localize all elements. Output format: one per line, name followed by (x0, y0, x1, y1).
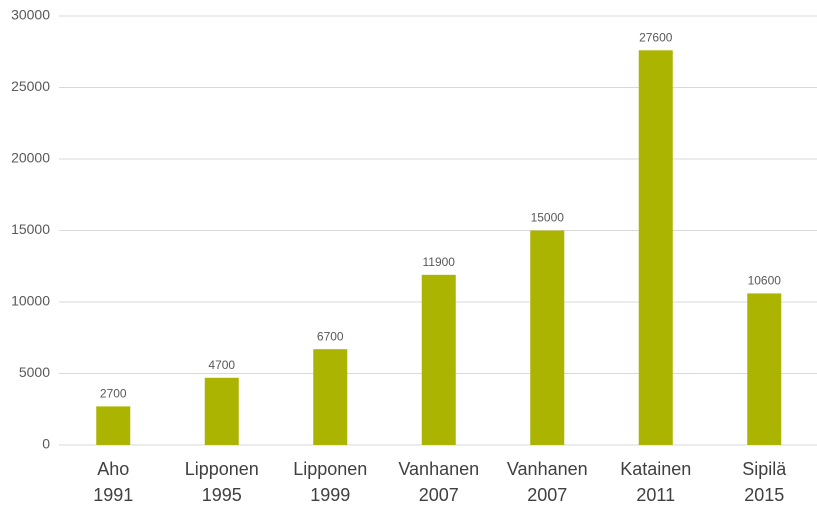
y-tick-label: 25000 (11, 78, 50, 94)
data-label: 6700 (317, 329, 344, 343)
data-label: 27600 (639, 30, 673, 44)
x-tick-label: Lipponen 1999 (293, 459, 368, 505)
x-tick-label: Aho 1991 (93, 459, 134, 505)
bar (530, 230, 565, 445)
y-tick-label: 15000 (11, 221, 50, 237)
bar (204, 377, 239, 445)
bar (96, 406, 131, 445)
y-tick-label: 5000 (19, 364, 50, 380)
data-label: 2700 (100, 387, 127, 401)
y-tick-label: 10000 (11, 293, 50, 309)
bar (313, 349, 348, 445)
data-label: 4700 (208, 358, 235, 372)
data-label: 15000 (531, 211, 565, 225)
x-tick-label: Vanhanen 2007 (506, 459, 588, 505)
bar (421, 274, 456, 445)
x-tick-label: Katainen 2011 (620, 459, 692, 505)
data-label: 11900 (423, 255, 456, 269)
y-tick-label: 20000 (11, 150, 50, 166)
bar (747, 293, 782, 445)
y-tick-label: 0 (42, 436, 50, 452)
data-label: 10600 (748, 274, 782, 288)
x-tick-label: Vanhanen 2007 (398, 459, 480, 505)
x-tick-label: Lipponen 1995 (184, 459, 259, 505)
bar (638, 50, 673, 445)
y-tick-label: 30000 (11, 7, 50, 23)
x-tick-label: Sipilä 2015 (742, 459, 787, 505)
